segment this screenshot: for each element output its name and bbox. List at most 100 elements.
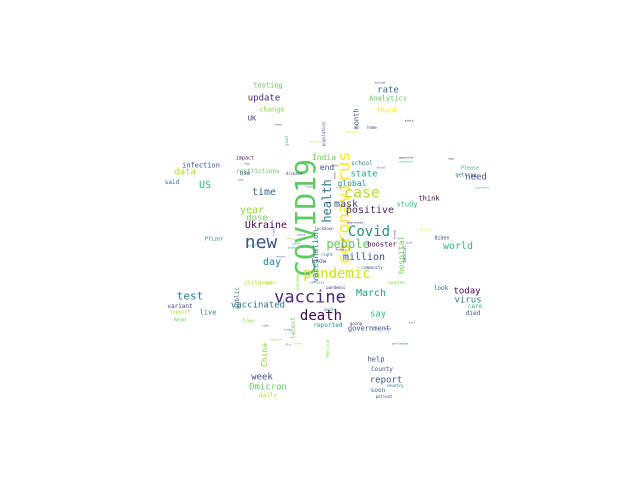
word-us: US (198, 180, 212, 191)
word-kid: kid (406, 240, 412, 245)
word-health: health (320, 179, 334, 223)
word-study: study (396, 200, 418, 209)
word-good: good (284, 136, 289, 146)
word-school: school (351, 160, 373, 167)
word-lead: lead (332, 172, 337, 180)
word-analytics: Analytics (369, 94, 407, 103)
word-plan: plan (288, 245, 296, 250)
word-pfizer: Pfizer (204, 236, 224, 243)
word-county: County (371, 366, 393, 373)
word-latest: latest (290, 317, 297, 339)
word-work: work (294, 341, 302, 346)
word-community: community (361, 265, 383, 270)
word-update: update (247, 93, 281, 104)
word-going: going (349, 321, 363, 326)
word-state: state (350, 169, 378, 180)
word-test: test (176, 289, 204, 303)
word-china: China (260, 342, 269, 368)
word-spread: spread (419, 227, 431, 232)
word-soon: soon (370, 387, 386, 394)
word-american: American (325, 338, 330, 358)
word-positive: positive (345, 205, 395, 216)
word-government: government (347, 324, 391, 333)
word-free: free (241, 318, 255, 325)
word-death: death (299, 308, 343, 324)
word-question: question (398, 155, 414, 160)
word-reported: reported (313, 322, 343, 329)
word-vaccinated: vaccinated (230, 300, 286, 311)
word-please: Please (460, 165, 480, 172)
word-year: year (239, 205, 265, 216)
word-country: country (386, 383, 404, 388)
word-help: help (367, 355, 385, 364)
word-end: end (319, 163, 335, 172)
word-late: late (353, 193, 361, 198)
word-ukraine: Ukraine (244, 220, 288, 231)
word-awareness: awareness (346, 220, 364, 225)
word-read: Read (173, 317, 187, 324)
word-support: support (169, 309, 191, 316)
word-vaccine: vaccine (274, 287, 346, 308)
word-case: case (343, 183, 381, 202)
word-virus: virus (454, 295, 482, 306)
word-day: day (262, 257, 282, 268)
word-life: life (331, 163, 339, 168)
word-month: month (352, 108, 361, 130)
word-march: March (355, 288, 387, 299)
word-cases: cases (285, 236, 295, 241)
word-care: care (467, 303, 483, 310)
word-vaccination: vaccination (311, 229, 320, 283)
word-trial: trial (376, 165, 386, 170)
word-thank: Thank (376, 106, 398, 115)
word-population: population (321, 121, 326, 147)
word-pandemic: pandemic (303, 266, 371, 282)
word-team: team (274, 122, 282, 127)
word-system: system (374, 80, 386, 85)
word-concern: concern (308, 139, 322, 144)
word-change: change (259, 105, 285, 114)
word-look: look (433, 285, 449, 292)
word-research: research (398, 159, 414, 164)
word-know: know (311, 258, 327, 265)
word-data: data (174, 167, 196, 178)
word-war: war (238, 177, 244, 182)
word-died: died (465, 310, 481, 317)
word-shot: shot (384, 326, 392, 331)
word-disease: disease (285, 171, 303, 176)
word-report: report (369, 375, 403, 386)
word-children: children (243, 280, 273, 287)
word-uk: UK (247, 114, 257, 123)
word-need: need (465, 172, 487, 183)
word-public: public (234, 287, 241, 309)
word-flu: flu (285, 342, 291, 347)
word-restrictions: restrictions (236, 168, 280, 175)
word-staff: staff (247, 243, 257, 248)
word-live: live (199, 308, 217, 317)
word-india: India (311, 153, 337, 162)
word-week: week (251, 372, 273, 383)
word-think: think (418, 194, 440, 203)
word-safe: safe (292, 241, 300, 246)
word-risk: risk (261, 323, 269, 328)
word-russia: Russia (335, 247, 347, 252)
word-cause: cause (296, 232, 306, 237)
word-patient: patient (375, 394, 393, 399)
word-official: official (309, 280, 325, 285)
word-impact: impact (235, 155, 255, 162)
word-effect: effect (337, 292, 342, 304)
word-lockdown: lockdown (314, 226, 334, 231)
word-worldwide: worldwide (391, 341, 409, 346)
word-high: high (271, 228, 276, 236)
word-symptom: symptom (387, 280, 405, 285)
word-pandemic-small: pandemic (326, 285, 346, 290)
word-today: today (453, 286, 481, 297)
word-home: home (367, 125, 377, 130)
word-mask: mask (333, 199, 359, 210)
word-people: people (326, 237, 370, 251)
word-recovery: recovery (474, 185, 490, 190)
word-number: number (262, 280, 278, 285)
word-new: new (244, 232, 278, 253)
word-said: said (164, 179, 180, 186)
word-covid: Covid (347, 224, 391, 240)
